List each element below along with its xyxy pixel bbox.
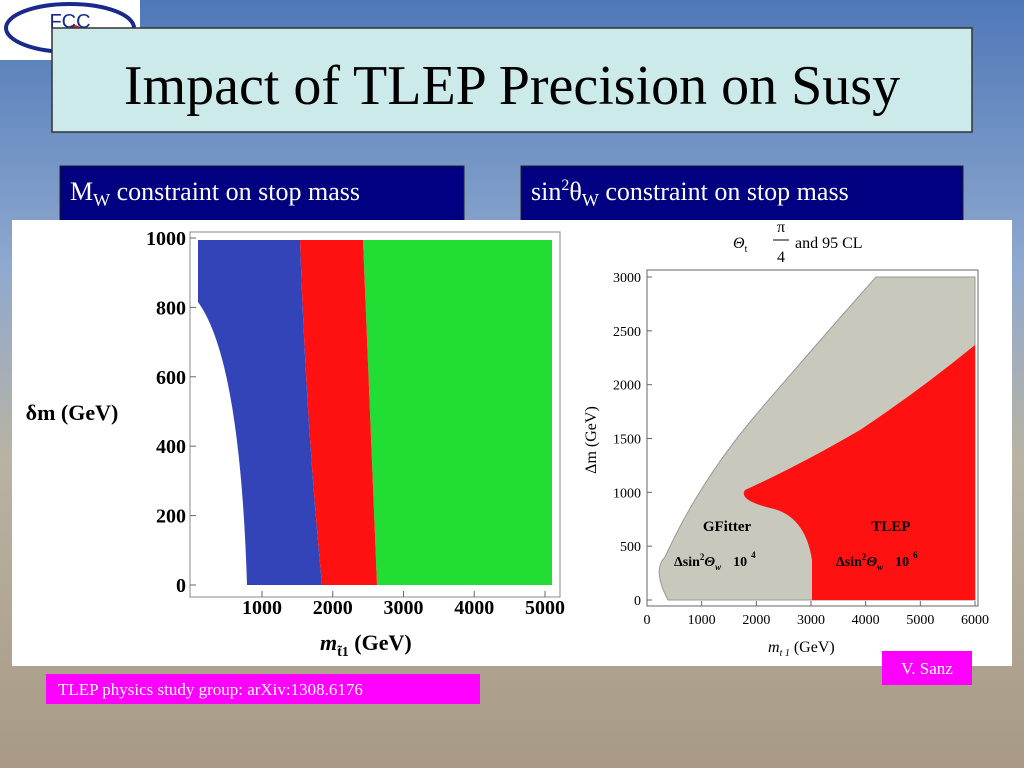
footer: TLEP physics study group: arXiv:1308.617… (58, 680, 363, 699)
x-label-part: (GeV) (790, 639, 835, 656)
left-plot: δm (GeV) mt̃1 (GeV) 0 200 400 600 800 1000 100… (26, 228, 565, 660)
x-tick-label: 4000 (852, 613, 880, 628)
blue-region (198, 240, 322, 585)
credit: V. Sanz (901, 659, 953, 678)
header-num: π (777, 219, 785, 236)
y-tick-label: 1000 (146, 228, 186, 250)
region-label-part: Δsin (836, 555, 862, 570)
region-label-part: 4 (751, 550, 756, 560)
x-label-sub: t 1 (780, 648, 790, 659)
y-tick-label: 1000 (613, 486, 641, 501)
title: Impact of TLEP Precision on Susy (124, 55, 900, 117)
y-tick-label: 2000 (613, 379, 641, 394)
right-heading: sin2θW constraint on stop mass (531, 177, 849, 210)
header-den: 4 (777, 249, 785, 266)
x-tick-label: 1000 (688, 613, 716, 628)
x-tick-label: 0 (644, 613, 651, 628)
region-label-part: w (877, 562, 884, 572)
heading-part: θ (569, 177, 581, 206)
region-label-part: w (715, 562, 722, 572)
x-tick-label: 2000 (742, 613, 770, 628)
x-tick-label: 5000 (525, 597, 565, 619)
region-label-part: 10 (733, 555, 747, 570)
y-tick-label: 800 (156, 297, 186, 319)
footer-box (46, 674, 480, 704)
y-tick-label: 600 (156, 367, 186, 389)
x-label-sub: t̃1 (337, 644, 349, 660)
region-label-part: Θ (866, 555, 877, 570)
right-plot: Θt π 4 and 95 CL Δm (GeV) mt 1 (GeV) 0 50… (583, 219, 989, 659)
x-tick-label: 6000 (961, 613, 989, 628)
red-region (300, 240, 377, 585)
x-tick-label: 5000 (906, 613, 934, 628)
region-label-part: 10 (895, 555, 909, 570)
y-tick-label: 500 (620, 540, 641, 555)
heading-part: sin (531, 177, 561, 206)
x-tick-label: 3000 (384, 597, 424, 619)
x-tick-label: 2000 (313, 597, 353, 619)
title-box (51, 27, 973, 133)
x-tick-label: 1000 (242, 597, 282, 619)
heading-part: constraint on stop mass (110, 177, 360, 206)
header-sub: t (745, 244, 748, 255)
y-label: Δm (GeV) (583, 406, 600, 474)
y-tick-label: 0 (176, 575, 186, 597)
region-label-part: Θ (704, 555, 715, 570)
heading-part: constraint on stop mass (599, 177, 849, 206)
frame (189, 231, 561, 598)
x-label-part: m (768, 639, 780, 656)
y-label: δm (GeV) (26, 400, 119, 425)
header-part: Θ (733, 235, 745, 252)
header-part: and 95 CL (795, 235, 863, 252)
heading-sup: 2 (561, 177, 569, 194)
x-tick-label: 3000 (797, 613, 825, 628)
y-tick-label: 3000 (613, 271, 641, 286)
region-label-part: 2 (862, 552, 867, 562)
tlep-region (743, 345, 975, 600)
region-label-part: 2 (700, 552, 705, 562)
left-heading-box (59, 165, 465, 223)
green-region (363, 240, 552, 585)
region-label: Δsin2Θw 10 4 (674, 550, 756, 572)
x-label: mt̃1 (GeV) (320, 630, 412, 660)
region-label: Δsin2Θw 10 6 (836, 550, 918, 572)
region-label-part: 6 (913, 550, 918, 560)
heading-sub: W (582, 190, 599, 210)
x-label: mt 1 (GeV) (768, 639, 835, 659)
x-label-part: (GeV) (349, 630, 412, 655)
x-tick-label: 4000 (454, 597, 494, 619)
y-tick-label: 1500 (613, 433, 641, 448)
heading-part: M (70, 177, 93, 206)
region-label-part: Δsin (674, 555, 700, 570)
credit-box (882, 651, 972, 685)
y-tick-label: 400 (156, 436, 186, 458)
plot-header: Θt (733, 235, 748, 255)
right-heading-box (520, 165, 964, 223)
heading-sub: W (93, 190, 110, 210)
region-name: GFitter (703, 519, 752, 535)
y-tick-label: 0 (634, 594, 641, 609)
y-tick-label: 2500 (613, 325, 641, 340)
y-tick-label: 200 (156, 506, 186, 528)
x-label-part: m (320, 630, 337, 655)
left-heading: MW constraint on stop mass (70, 177, 360, 210)
region-name: TLEP (871, 519, 910, 535)
